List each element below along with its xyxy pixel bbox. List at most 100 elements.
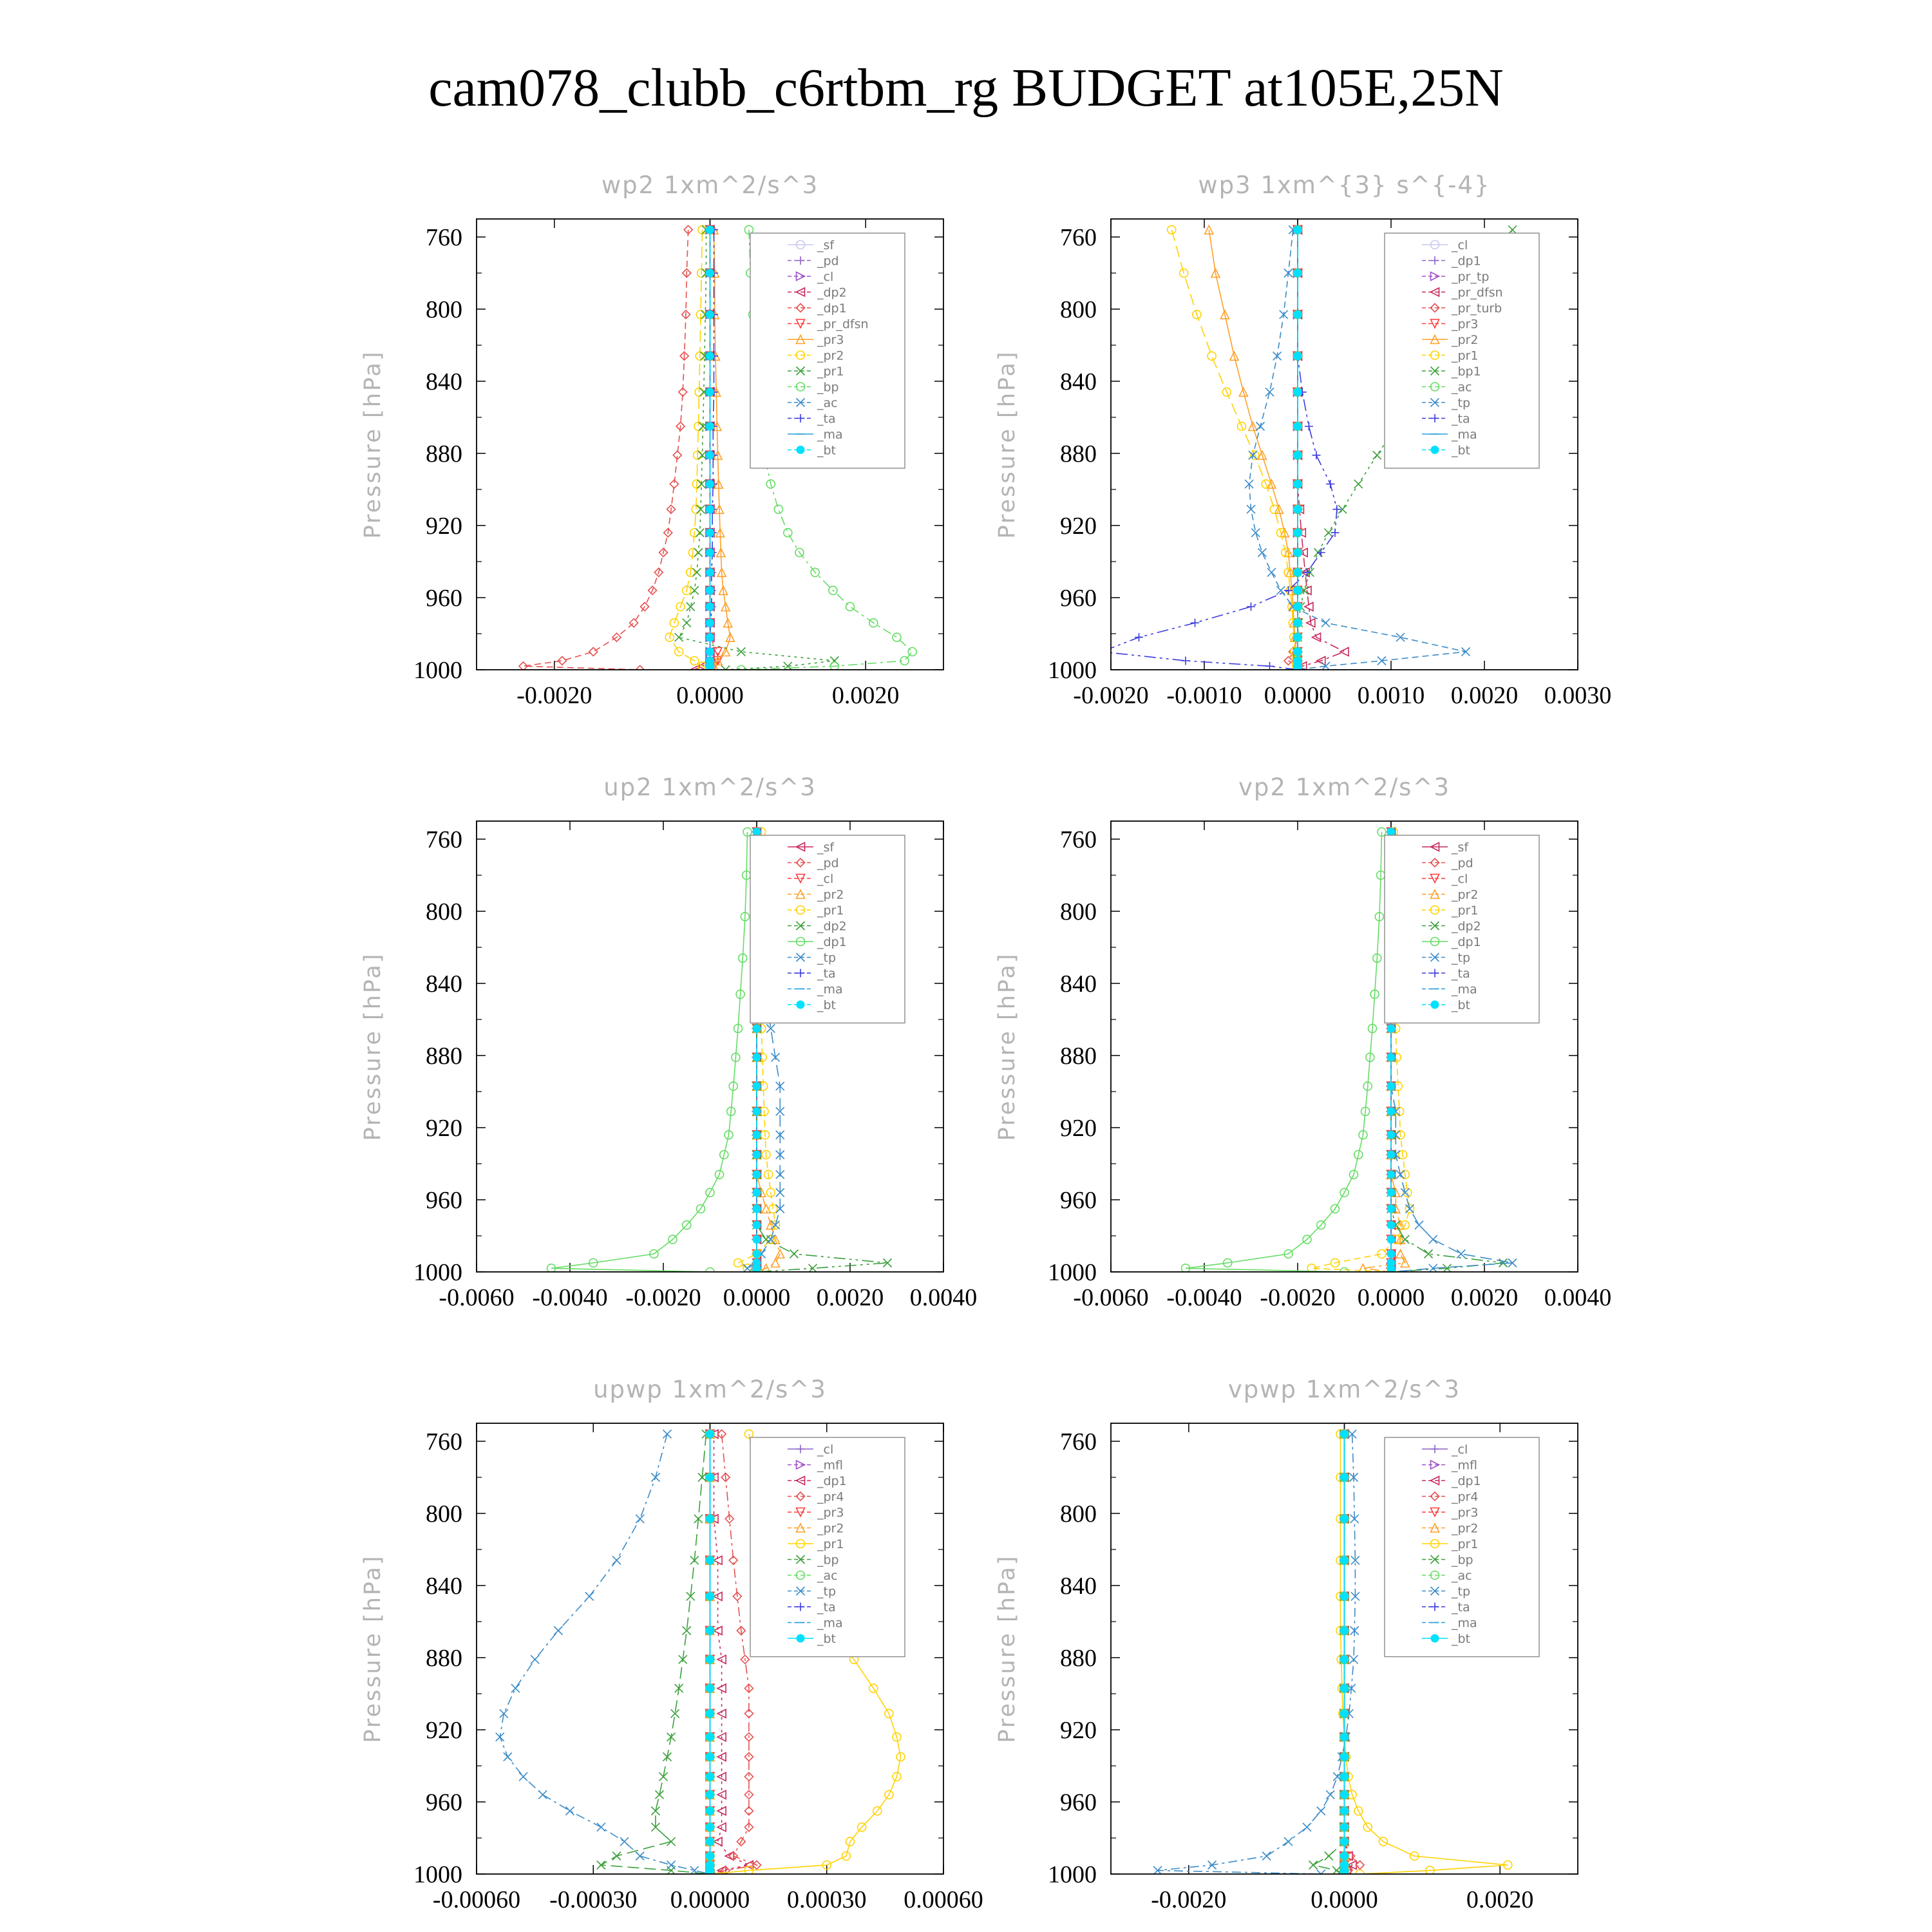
data-point bbox=[1323, 528, 1333, 538]
legend-item: _tp bbox=[1422, 951, 1470, 965]
data-point bbox=[1387, 1170, 1396, 1179]
data-point bbox=[828, 585, 838, 596]
legend-marker bbox=[795, 1539, 806, 1549]
data-point bbox=[672, 450, 683, 460]
legend-item: _dp1 bbox=[788, 935, 847, 949]
data-point bbox=[728, 1851, 739, 1861]
data-point bbox=[706, 1790, 714, 1799]
legend-marker bbox=[1430, 889, 1440, 899]
series-line bbox=[1157, 1434, 1356, 1874]
legend-marker bbox=[795, 397, 806, 408]
data-point bbox=[706, 451, 714, 460]
legend-item: _pr2 bbox=[788, 1522, 844, 1536]
data-point bbox=[1293, 225, 1302, 234]
series-line bbox=[523, 229, 689, 670]
data-point bbox=[654, 567, 664, 578]
legend-item: _pr_dfsn bbox=[1422, 286, 1503, 300]
y-tick-label: 960 bbox=[1060, 1187, 1097, 1214]
legend-label: _pr2 bbox=[817, 349, 844, 363]
data-point bbox=[1293, 602, 1302, 611]
data-point bbox=[712, 1591, 723, 1602]
legend-marker bbox=[795, 1507, 806, 1518]
data-point bbox=[1332, 505, 1341, 514]
legend-marker bbox=[1430, 1491, 1440, 1502]
data-point bbox=[1340, 1514, 1349, 1523]
data-point bbox=[723, 617, 734, 628]
legend-label: _cl bbox=[1451, 1443, 1468, 1457]
legend-item: _ma bbox=[1422, 983, 1477, 997]
data-point bbox=[1283, 547, 1294, 558]
data-point bbox=[1304, 422, 1313, 431]
legend-item: _cl bbox=[1422, 238, 1468, 252]
legend-label: _cl bbox=[817, 872, 833, 886]
data-point bbox=[752, 1204, 761, 1213]
plot-frame bbox=[1110, 1423, 1578, 1875]
data-point bbox=[752, 1130, 761, 1139]
data-point bbox=[1399, 1257, 1410, 1268]
data-point bbox=[1315, 656, 1326, 666]
legend-label: _tp bbox=[1451, 396, 1470, 410]
legend-label: _pd bbox=[817, 254, 839, 269]
data-point bbox=[697, 450, 707, 460]
y-tick-label: 1000 bbox=[1048, 657, 1097, 684]
legend-item: _mfl bbox=[1422, 1459, 1477, 1473]
legend-marker bbox=[1430, 414, 1439, 422]
y-tick-label: 960 bbox=[426, 1187, 462, 1214]
x-tick-label: -0.0010 bbox=[1166, 682, 1242, 709]
data-point bbox=[1248, 450, 1258, 460]
legend-item: _bp bbox=[788, 1553, 839, 1567]
legend-label: _dp2 bbox=[1451, 920, 1481, 934]
data-point bbox=[1283, 1837, 1293, 1846]
legend-item: _bt bbox=[788, 1632, 836, 1646]
legend-marker bbox=[1429, 1475, 1440, 1486]
legend-label: _pr_dfsn bbox=[817, 317, 869, 332]
series-bt bbox=[706, 225, 714, 670]
legend: _sf _pd_cl _pr2 _pr1 _dp2_dp1 _tp _ta _ma_bt bbox=[1384, 835, 1540, 1024]
legend-label: _dp1 bbox=[817, 301, 847, 316]
legend: _sf _pd_cl _pr2 _pr1 _dp2_dp1 _tp _ta _ma_bt bbox=[750, 835, 905, 1024]
legend-label: _pr2 bbox=[817, 1522, 844, 1536]
legend-box bbox=[1384, 835, 1540, 1024]
x-tick-label: 0.0040 bbox=[1544, 1284, 1612, 1311]
legend-marker bbox=[1430, 857, 1440, 868]
page-title: cam078_clubb_c6rtbm_rg BUDGET at105E,25N bbox=[428, 58, 1504, 118]
data-point bbox=[511, 1683, 520, 1693]
legend-marker bbox=[1430, 1555, 1440, 1564]
panel-title: wp2 1xm^2/s^3 bbox=[601, 171, 819, 199]
legend-label: _pr2 bbox=[1451, 333, 1478, 347]
data-point bbox=[1396, 1170, 1405, 1179]
data-point bbox=[716, 1806, 726, 1816]
legend-label: _ta bbox=[1451, 412, 1470, 426]
data-point bbox=[1279, 310, 1289, 319]
data-point bbox=[1293, 548, 1302, 557]
legend-marker bbox=[796, 1602, 805, 1611]
data-point bbox=[752, 1170, 761, 1179]
data-point bbox=[690, 1555, 699, 1565]
legend-item: _cl bbox=[1422, 1443, 1468, 1457]
legend-label: _bt bbox=[1451, 1632, 1470, 1646]
data-point bbox=[706, 1655, 714, 1664]
data-point bbox=[682, 618, 692, 628]
legend-item: _pr1 bbox=[788, 1537, 844, 1551]
legend-label: _mfl bbox=[817, 1459, 843, 1473]
x-tick-label: -0.0020 bbox=[1073, 682, 1148, 709]
data-point bbox=[716, 567, 727, 578]
series-tp bbox=[495, 1429, 715, 1874]
data-point bbox=[725, 632, 735, 642]
data-point bbox=[714, 1170, 724, 1180]
data-point bbox=[1179, 268, 1189, 278]
legend-label: _dp1 bbox=[1451, 254, 1481, 269]
legend-item: _bt bbox=[788, 444, 836, 458]
data-point bbox=[1340, 1473, 1349, 1482]
legend-marker bbox=[1430, 256, 1439, 265]
data-point bbox=[1461, 647, 1471, 657]
data-point bbox=[1397, 1150, 1408, 1160]
data-point bbox=[829, 661, 840, 670]
legend-item: _bt bbox=[1422, 998, 1470, 1012]
data-point bbox=[715, 527, 726, 538]
plot-frame bbox=[1110, 820, 1578, 1273]
data-point bbox=[1396, 632, 1405, 642]
data-point bbox=[752, 1053, 761, 1062]
data-point bbox=[775, 1248, 786, 1259]
data-point bbox=[882, 1258, 893, 1268]
